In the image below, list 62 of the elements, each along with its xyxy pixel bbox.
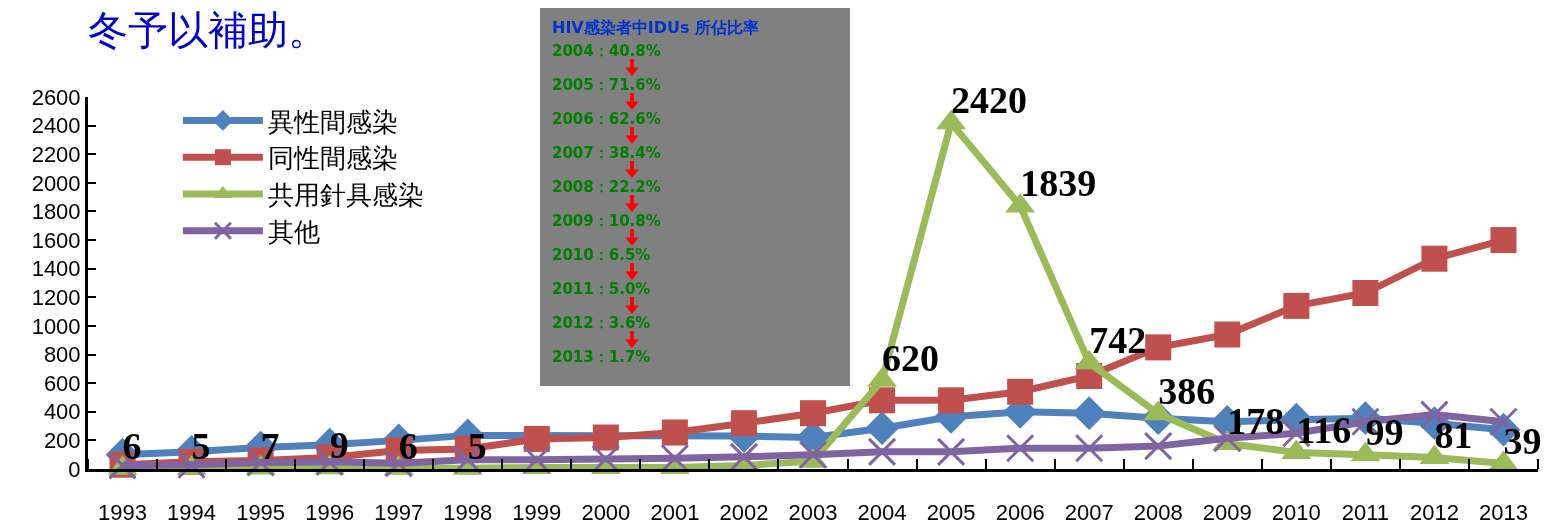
y-tick-label: 0 <box>68 456 81 482</box>
annotation: 2006：62.6% <box>552 110 661 128</box>
x-tick-label: 2011 <box>1341 500 1390 526</box>
data-label: 99 <box>1365 411 1404 454</box>
text: HIV感染者中IDUs 所佔比率 <box>552 18 760 37</box>
annotation: 2011：5.0% <box>552 280 651 298</box>
x-tick-label: 1996 <box>305 500 355 526</box>
annotation: 2008：22.2% <box>552 178 661 196</box>
annotation: 2013：1.7% <box>552 348 651 366</box>
x-tick-label: 2009 <box>1202 500 1252 526</box>
x-tick-label: 1995 <box>236 500 286 526</box>
y-tick-label: 800 <box>43 342 81 368</box>
annotation: 2012：3.6% <box>552 314 651 332</box>
x-tick-label: 2006 <box>995 500 1045 526</box>
chart-title: 冬予以補助。 <box>88 6 328 53</box>
y-tick-label: 2400 <box>31 113 81 139</box>
y-tick-label: 200 <box>43 428 81 454</box>
legend-label: 異性間感染 <box>267 106 398 137</box>
data-label: 386 <box>1158 370 1216 413</box>
y-tick-label: 1400 <box>31 256 81 282</box>
annotation: 2009：10.8% <box>552 212 661 230</box>
data-label: 5 <box>467 424 487 467</box>
annotation: 2007：38.4% <box>552 144 661 162</box>
y-tick-label: 1000 <box>31 313 81 339</box>
text: 2004：40.8% <box>552 42 661 60</box>
legend-label: 共用針具感染 <box>267 180 424 211</box>
y-tick-label: 1600 <box>31 227 81 253</box>
data-label: 6 <box>122 424 142 467</box>
data-label: 178 <box>1227 400 1285 443</box>
x-tick-label: 2012 <box>1409 500 1459 526</box>
x-tick-label: 1993 <box>98 500 147 526</box>
x-tick-label: 1998 <box>443 500 493 526</box>
legend-label: 其他 <box>267 216 320 247</box>
x-tick-label: 2010 <box>1271 500 1321 526</box>
legend-label: 同性間感染 <box>267 143 398 174</box>
x-tick-label: 2002 <box>719 500 769 526</box>
data-label: 2420 <box>951 79 1028 122</box>
x-tick-label: 2005 <box>926 500 976 526</box>
y-tick-label: 2600 <box>31 84 81 110</box>
y-tick-label: 600 <box>43 370 81 396</box>
x-tick-label: 2000 <box>581 500 631 526</box>
x-tick-label: 1994 <box>167 500 217 526</box>
data-label: 6 <box>398 424 418 467</box>
x-tick-label: 2008 <box>1133 500 1183 526</box>
x-tick-label: 2001 <box>650 500 700 526</box>
x-tick-label: 2013 <box>1479 500 1528 526</box>
x-tick-label: 2003 <box>788 500 838 526</box>
y-tick-label: 1200 <box>31 285 81 311</box>
y-tick-label: 2000 <box>31 170 81 196</box>
x-tick-label: 2007 <box>1064 500 1114 526</box>
data-label: 39 <box>1503 419 1542 462</box>
data-label: 742 <box>1089 319 1147 362</box>
x-tick-label: 2004 <box>857 500 907 526</box>
x-tick-label: 1999 <box>512 500 562 526</box>
text: 2005：71.6% <box>552 76 661 94</box>
annotation: 2010：6.5% <box>552 246 651 264</box>
data-label: 1839 <box>1020 162 1097 205</box>
x-tick-label: 1997 <box>374 500 424 526</box>
y-tick-label: 400 <box>43 399 81 425</box>
y-tick-label: 2200 <box>31 141 81 167</box>
data-label: 116 <box>1296 408 1352 451</box>
y-tick-label: 1800 <box>31 199 81 225</box>
